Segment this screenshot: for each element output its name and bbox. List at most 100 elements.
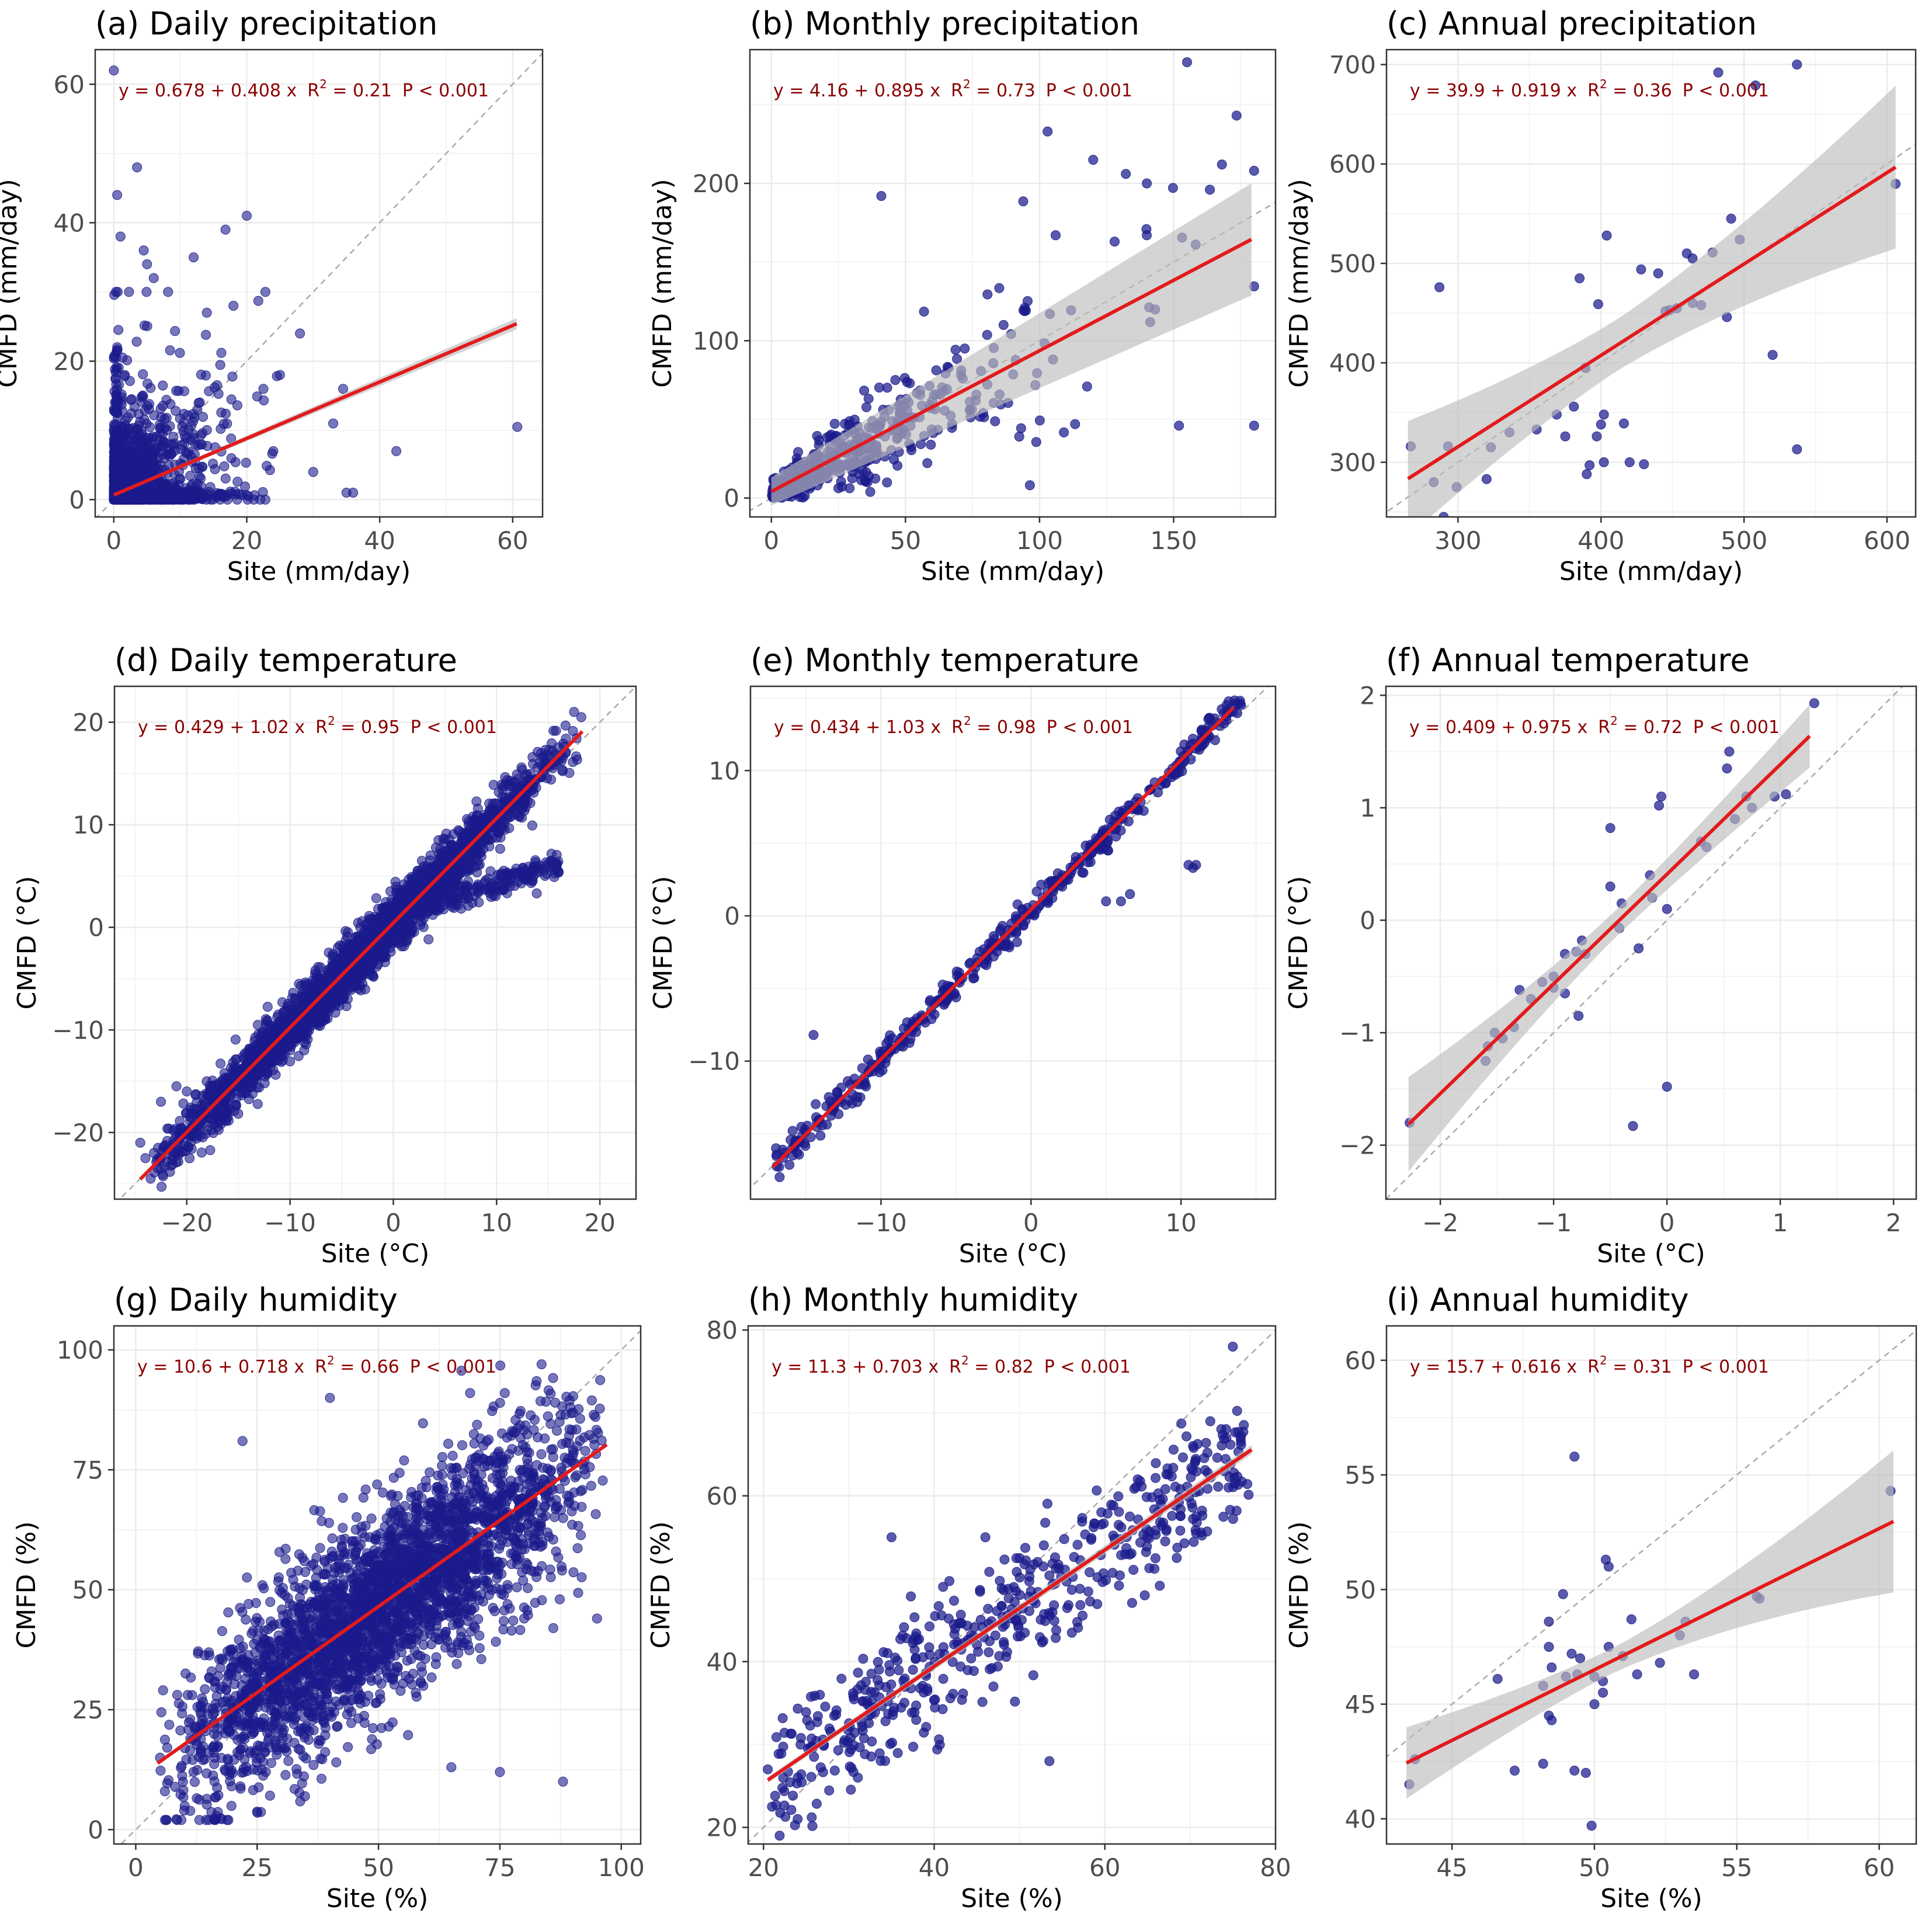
data-point bbox=[1560, 431, 1570, 442]
data-point bbox=[128, 467, 139, 478]
data-point bbox=[1121, 169, 1131, 179]
data-point bbox=[990, 416, 1000, 426]
data-point bbox=[205, 1145, 216, 1155]
annotation-equation: y = 0.678 + 0.408 x bbox=[119, 81, 297, 101]
annotation-r2-label: R bbox=[951, 81, 963, 101]
data-point bbox=[1619, 418, 1629, 429]
x-tick-label: 20 bbox=[231, 526, 262, 555]
data-point bbox=[826, 429, 836, 440]
y-axis-title: CMFD (mm/day) bbox=[1284, 179, 1314, 388]
data-point bbox=[243, 491, 253, 501]
data-point bbox=[876, 191, 887, 201]
data-point bbox=[892, 460, 903, 471]
data-point bbox=[1034, 415, 1045, 426]
y-tick-label: 600 bbox=[1329, 150, 1376, 179]
y-tick-label: 300 bbox=[1329, 448, 1376, 477]
data-point bbox=[495, 843, 505, 854]
y-tick-label: 100 bbox=[693, 327, 739, 355]
data-point bbox=[1024, 480, 1035, 491]
data-point bbox=[138, 245, 149, 256]
data-point bbox=[295, 328, 305, 339]
data-point bbox=[142, 259, 152, 269]
data-point bbox=[232, 400, 242, 411]
y-tick-label: 500 bbox=[1329, 249, 1376, 278]
plot-area bbox=[1387, 60, 1916, 517]
data-point bbox=[143, 378, 153, 389]
data-point bbox=[1792, 60, 1802, 70]
data-point bbox=[1481, 474, 1492, 484]
data-point bbox=[348, 488, 359, 498]
data-point bbox=[109, 463, 119, 473]
annotation-p-value: P < 0.001 bbox=[1046, 81, 1132, 101]
data-point bbox=[1249, 165, 1259, 176]
data-point bbox=[109, 449, 120, 459]
data-point bbox=[176, 440, 187, 450]
data-point bbox=[1020, 303, 1030, 313]
data-point bbox=[201, 329, 211, 340]
data-point bbox=[109, 494, 119, 505]
data-point bbox=[262, 1002, 273, 1012]
data-point bbox=[204, 386, 214, 397]
plot-area bbox=[119, 686, 636, 1199]
annotation-p-value: P < 0.001 bbox=[402, 81, 489, 101]
data-point bbox=[221, 408, 231, 419]
data-point bbox=[219, 461, 230, 471]
data-point bbox=[836, 477, 846, 487]
data-point bbox=[161, 492, 171, 502]
data-point bbox=[931, 365, 941, 376]
data-point bbox=[994, 283, 1005, 293]
data-point bbox=[905, 378, 915, 388]
data-point bbox=[859, 386, 870, 396]
annotation-r2-value: = 0.36 bbox=[1607, 81, 1672, 101]
data-point bbox=[998, 320, 1009, 330]
data-point bbox=[109, 480, 120, 490]
data-point bbox=[1016, 423, 1026, 433]
data-point bbox=[198, 412, 208, 422]
data-point bbox=[308, 467, 318, 477]
annotation-equation: y = 4.16 + 0.895 x bbox=[773, 81, 940, 101]
data-point bbox=[1167, 183, 1178, 193]
data-point bbox=[149, 460, 159, 470]
data-point bbox=[1031, 437, 1041, 447]
data-point bbox=[178, 1098, 189, 1109]
data-point bbox=[1051, 230, 1061, 241]
y-tick-label: 20 bbox=[54, 347, 85, 376]
regression-line bbox=[113, 322, 517, 497]
x-axis-title: Site (mm/day) bbox=[227, 557, 411, 586]
data-point bbox=[882, 477, 892, 488]
x-tick-label: 300 bbox=[1434, 526, 1481, 555]
regression-annotation: y = 0.678 + 0.408 x R2 = 0.21 P < 0.001 bbox=[119, 77, 489, 101]
data-point bbox=[220, 224, 231, 235]
data-point bbox=[1142, 178, 1152, 189]
x-tick-label: 500 bbox=[1721, 526, 1767, 555]
data-point bbox=[196, 1147, 207, 1158]
x-tick-label: 400 bbox=[1577, 526, 1624, 555]
data-point bbox=[223, 494, 232, 505]
data-point bbox=[161, 395, 172, 405]
annotation-r2-value: = 0.21 bbox=[327, 81, 392, 101]
data-point bbox=[124, 287, 134, 297]
y-axis-title: CMFD (mm/day) bbox=[0, 179, 23, 388]
data-point bbox=[1601, 230, 1612, 241]
regression-line bbox=[770, 238, 1253, 494]
data-point bbox=[1653, 268, 1663, 279]
data-point bbox=[118, 476, 128, 487]
data-point bbox=[260, 287, 270, 297]
data-point bbox=[132, 162, 143, 172]
data-point bbox=[208, 459, 218, 469]
regression-annotation: y = 4.16 + 0.895 x R2 = 0.73 P < 0.001 bbox=[773, 77, 1132, 101]
data-point bbox=[527, 820, 537, 831]
data-point bbox=[148, 432, 158, 442]
data-point bbox=[1713, 67, 1723, 78]
data-point bbox=[165, 345, 175, 356]
data-point bbox=[1231, 110, 1242, 121]
data-point bbox=[890, 375, 901, 386]
plot-area bbox=[96, 52, 543, 517]
x-tick-label: 150 bbox=[1150, 526, 1197, 555]
annotation-p-value: P < 0.001 bbox=[1683, 81, 1769, 101]
y-tick-label: 0 bbox=[69, 485, 85, 514]
data-point bbox=[1217, 159, 1227, 170]
